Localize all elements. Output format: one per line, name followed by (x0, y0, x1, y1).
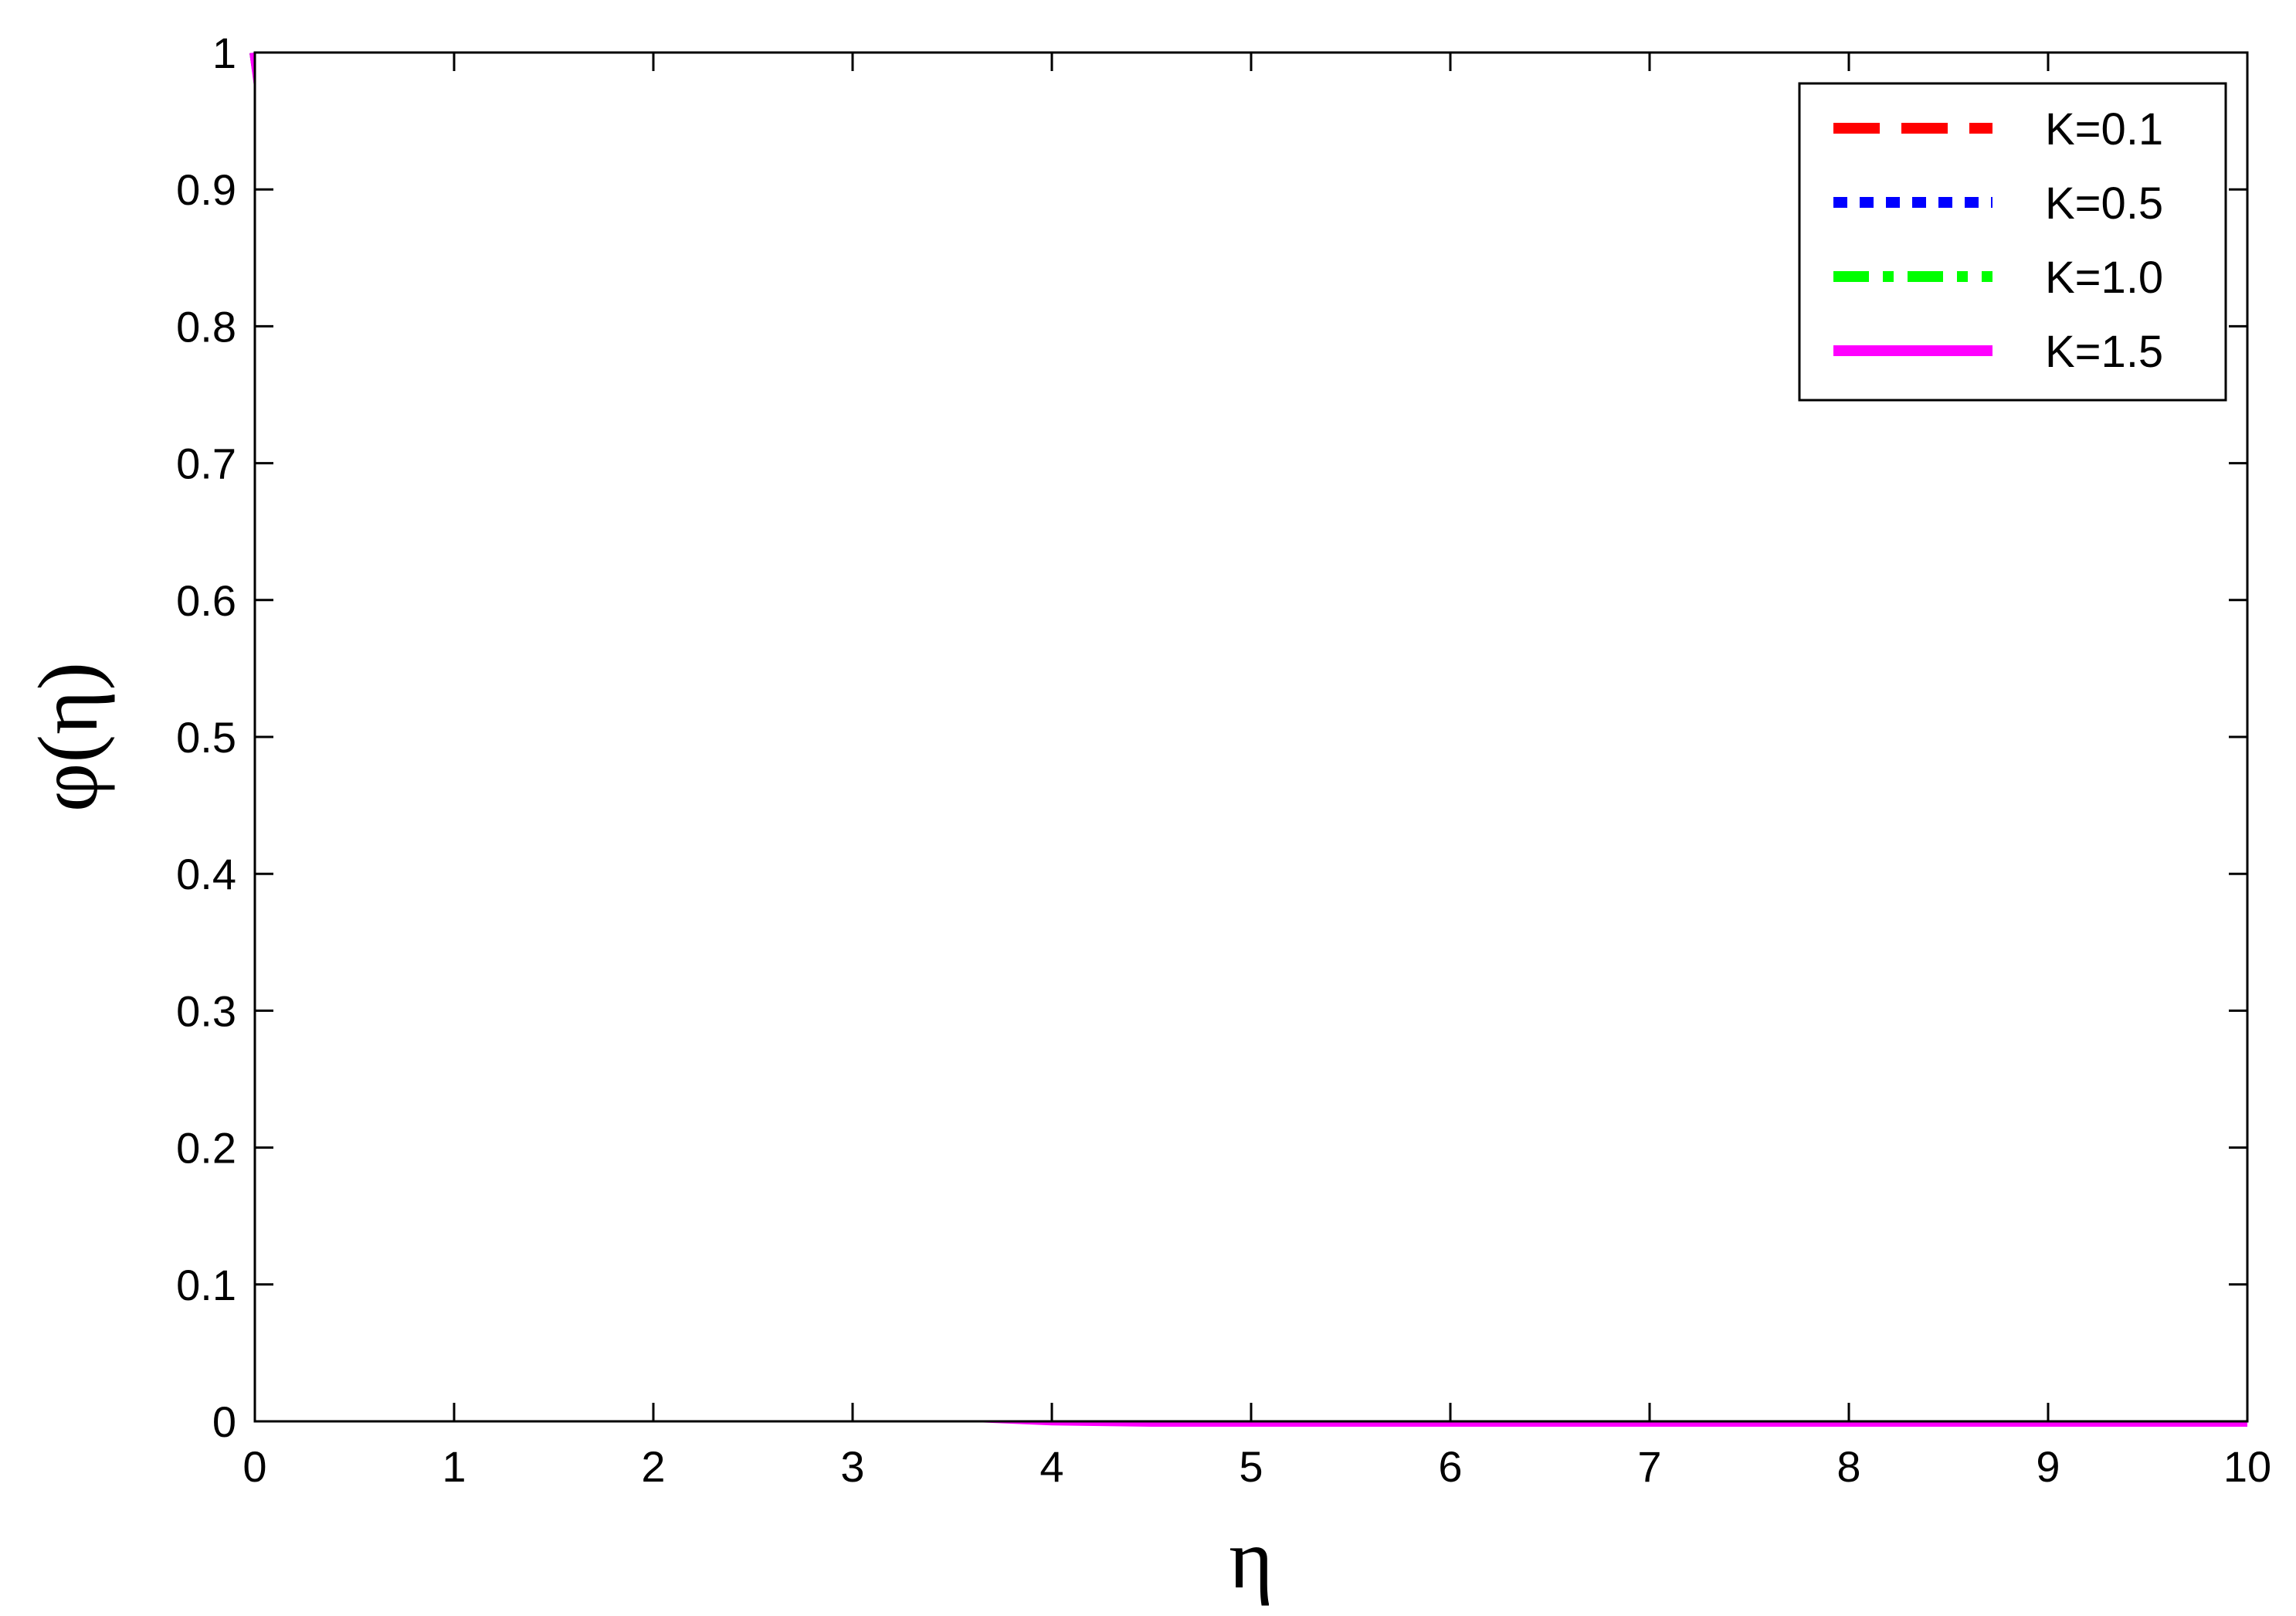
y-tick-label: 0.1 (176, 1261, 236, 1309)
y-tick-label: 0.2 (176, 1124, 236, 1173)
y-tick-label: 0.8 (176, 302, 236, 351)
x-tick-label: 4 (1039, 1442, 1063, 1491)
legend-label: K=1.0 (2045, 253, 2163, 303)
x-tick-label: 9 (2036, 1442, 2060, 1491)
x-tick-label: 8 (1836, 1442, 1860, 1491)
x-axis-label: η (1229, 1512, 1273, 1606)
y-tick-label: 0.4 (176, 850, 236, 898)
x-tick-label: 1 (442, 1442, 466, 1491)
legend: K=0.1 K=0.5 K=1.0 K=1.5 (1798, 82, 2227, 402)
legend-label: K=0.1 (2045, 104, 2163, 154)
x-tick-label: 6 (1438, 1442, 1462, 1491)
y-tick-label: 0.3 (176, 986, 236, 1035)
x-tick-label: 5 (1239, 1442, 1263, 1491)
legend-label: K=1.5 (2045, 327, 2163, 377)
x-tick-label: 7 (1637, 1442, 1661, 1491)
x-tick-label: 2 (641, 1442, 665, 1491)
y-tick-label: 0.6 (176, 576, 236, 625)
y-tick-label: 0.7 (176, 440, 236, 488)
y-axis-label: φ(η) (21, 662, 115, 812)
y-tick-label: 0.5 (176, 713, 236, 762)
x-tick-label: 3 (840, 1442, 864, 1491)
y-tick-label: 0 (212, 1397, 236, 1446)
y-tick-label: 0.9 (176, 165, 236, 214)
x-tick-label: 10 (2223, 1442, 2271, 1491)
y-tick-label: 1 (212, 29, 236, 77)
x-tick-label: 0 (242, 1442, 266, 1491)
legend-label: K=0.5 (2045, 178, 2163, 229)
